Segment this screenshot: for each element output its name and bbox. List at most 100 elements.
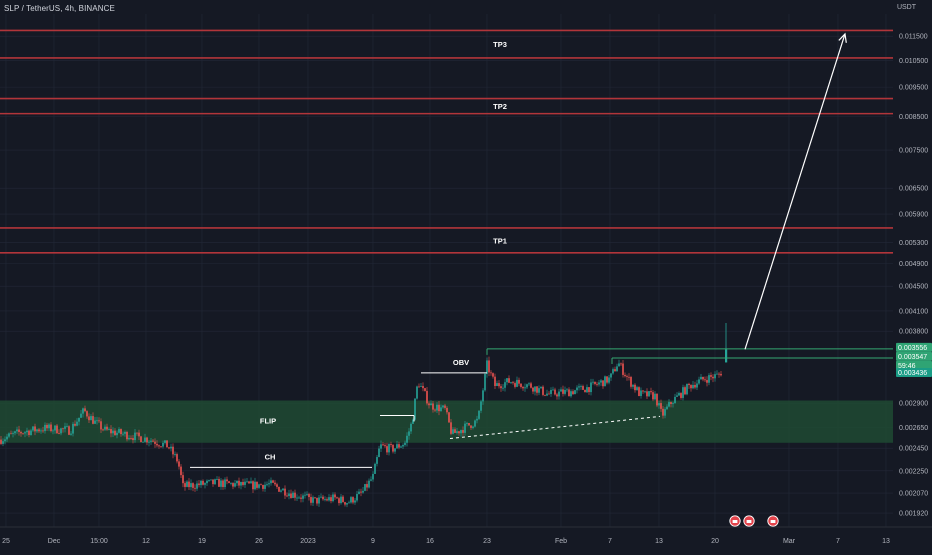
- candle-body: [700, 376, 702, 380]
- candle-body: [492, 373, 494, 377]
- candle-body: [60, 428, 62, 434]
- candle-body: [534, 386, 536, 392]
- candle-body: [520, 383, 522, 387]
- candle-body: [650, 391, 652, 393]
- candle-body: [68, 426, 70, 435]
- obv-label: OBV: [453, 358, 469, 367]
- event-icon[interactable]: [743, 515, 755, 527]
- candle-body: [402, 444, 404, 447]
- candle-body: [198, 483, 200, 486]
- candle-body: [266, 484, 268, 486]
- candle-body: [2, 441, 4, 444]
- candle-body: [552, 389, 554, 391]
- candle-body: [620, 363, 622, 365]
- candle-body: [560, 389, 562, 392]
- symbol-label[interactable]: SLP / TetherUS, 4h, BINANCE: [4, 4, 115, 13]
- candle-body: [344, 502, 346, 505]
- candle-body: [528, 383, 530, 385]
- candle-body: [406, 435, 408, 443]
- candle-body: [618, 363, 620, 367]
- ch-label: CH: [265, 452, 276, 461]
- x-tick-label: 26: [255, 538, 263, 545]
- candle-body: [512, 382, 514, 384]
- candle-body: [12, 433, 14, 434]
- candle-body: [440, 407, 442, 412]
- candle-body: [272, 480, 274, 483]
- candle-body: [508, 378, 510, 383]
- candle-body: [500, 386, 502, 389]
- candle-body: [210, 479, 212, 481]
- candle-body: [230, 483, 232, 484]
- price-badge-label: 0.003556: [898, 345, 927, 352]
- candle-body: [124, 432, 126, 434]
- candle-body: [22, 433, 24, 435]
- y-tick-label: 0.002900: [899, 401, 928, 408]
- candle-body: [436, 404, 438, 411]
- candle-body: [240, 481, 242, 486]
- projection-arrowhead: [838, 32, 847, 43]
- candle-body: [550, 389, 552, 394]
- currency-label: USDT: [896, 4, 916, 11]
- candle-body: [340, 496, 342, 504]
- candle-body: [418, 386, 420, 388]
- x-tick-label: 12: [142, 538, 150, 545]
- candle-body: [178, 461, 180, 467]
- flip-zone: [0, 400, 893, 443]
- candle-body: [416, 386, 418, 399]
- candle-body: [686, 383, 688, 395]
- x-tick-label: 7: [836, 538, 840, 545]
- candle-body: [554, 389, 556, 395]
- candle-body: [330, 497, 332, 502]
- event-icon[interactable]: [729, 515, 741, 527]
- candle-body: [300, 497, 302, 499]
- candle-body: [140, 436, 142, 443]
- candle-body: [194, 487, 196, 489]
- candle-body: [102, 429, 104, 431]
- candle-body: [716, 373, 718, 375]
- candle-body: [292, 492, 294, 498]
- candle-body: [40, 430, 42, 432]
- candle-body: [610, 373, 612, 378]
- candle-body: [176, 454, 178, 462]
- x-tick-label: 13: [655, 538, 663, 545]
- candle-body: [702, 376, 704, 380]
- candle-body: [678, 393, 680, 396]
- candle-body: [76, 421, 78, 426]
- candle-body: [236, 480, 238, 484]
- candle-body: [310, 497, 312, 503]
- y-tick-label: 0.001920: [899, 511, 928, 518]
- candle-body: [712, 376, 714, 379]
- candle-body: [288, 493, 290, 497]
- candle-body: [100, 421, 102, 430]
- candle-body: [568, 389, 570, 397]
- candle-body: [368, 480, 370, 488]
- price-badge-label: 59:46: [898, 363, 916, 370]
- candle-body: [412, 419, 414, 424]
- candle-body: [408, 431, 410, 436]
- candle-body: [246, 481, 248, 483]
- candle-body: [196, 483, 198, 489]
- candle-body: [270, 480, 272, 484]
- candle-body: [646, 391, 648, 397]
- candle-body: [222, 480, 224, 488]
- candle-body: [600, 380, 602, 383]
- chart-annotations: FLIP CH OBV: [190, 32, 893, 468]
- candle-body: [114, 430, 116, 436]
- candle-body: [582, 386, 584, 390]
- candle-body: [78, 417, 80, 422]
- candle-body: [10, 433, 12, 435]
- candle-body: [350, 497, 352, 503]
- y-tick-label: 0.005900: [899, 212, 928, 219]
- candle-body: [680, 393, 682, 398]
- candle-body: [592, 381, 594, 383]
- candle-body: [56, 425, 58, 434]
- event-icon[interactable]: [767, 515, 779, 527]
- candle-body: [316, 497, 318, 504]
- candle-body: [438, 404, 440, 412]
- event-markers[interactable]: [729, 515, 779, 527]
- candle-body: [322, 496, 324, 500]
- candle-body: [414, 398, 416, 420]
- candle-body: [464, 423, 466, 433]
- candle-body: [20, 431, 22, 434]
